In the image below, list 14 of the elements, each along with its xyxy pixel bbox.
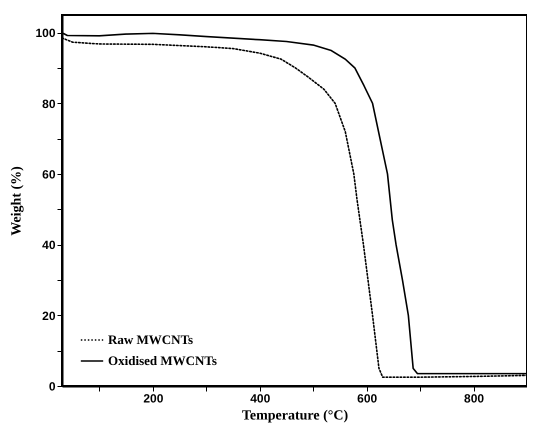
y-tick-label: 80 <box>42 96 56 111</box>
y-tick-label: 20 <box>42 308 56 323</box>
y-tick-label: 40 <box>42 238 56 252</box>
y-tick-label: 100 <box>35 26 56 40</box>
x-tick-label: 600 <box>357 392 378 406</box>
y-axis-title: Weight (%) <box>9 166 24 236</box>
x-tick-label: 400 <box>250 392 271 406</box>
y-tick-label: 60 <box>42 168 56 182</box>
y-tick-label: 0 <box>48 380 56 394</box>
legend-label: Raw MWCNTs <box>108 332 194 347</box>
x-axis-title: Temperature (°C) <box>242 408 348 424</box>
x-tick-label: 800 <box>464 392 484 406</box>
x-tick-label: 200 <box>143 392 164 406</box>
legend-label: Oxidised MWCNTs <box>108 353 217 368</box>
